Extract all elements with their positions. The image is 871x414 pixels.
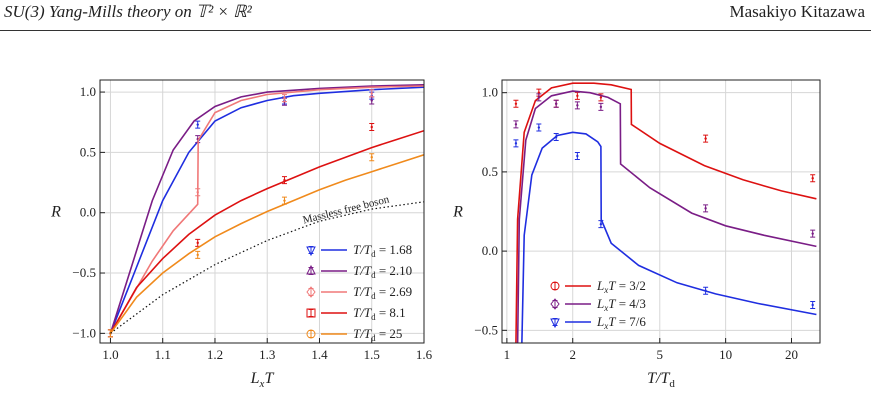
x-tick-label-2: 5 [657, 347, 664, 362]
y-tick-label-4: 1.0 [80, 84, 96, 99]
x-tick-label-1: 2 [569, 347, 576, 362]
data-point-lxt-4-3-5 [704, 207, 707, 210]
legend-marker-t-td-1-68 [306, 246, 316, 257]
legend-marker-t-td-2-10 [306, 264, 316, 275]
legend-label-lxt-7-6: LxT = 7/6 [596, 314, 646, 331]
data-point-lxt-3-2-6 [811, 177, 814, 180]
series-line-t-td-1-68 [109, 86, 424, 334]
data-point-lxt-4-3-4 [599, 105, 603, 109]
data-point-lxt-7-6-3 [576, 154, 579, 158]
data-point-lxt-3-2-5 [704, 137, 707, 140]
y-tick-label-1: −0.5 [72, 265, 96, 280]
data-point-lxt-7-6-6 [811, 303, 814, 307]
x-tick-label-4: 20 [785, 347, 798, 362]
legend-label-t-td-8-1: T/Td = 8.1 [353, 305, 406, 322]
data-point-t-td-2-69-2 [283, 96, 286, 100]
legend-marker-t-td-25 [306, 329, 316, 339]
x-tick-label-5: 1.5 [364, 347, 380, 362]
data-point-t-td-2-10-3 [370, 99, 373, 102]
data-point-t-td-25-3 [370, 156, 373, 159]
data-point-t-td-8-1-2 [283, 178, 286, 182]
legend-marker-lxt-3-2 [550, 281, 560, 291]
series-line-t-td-2-10 [109, 84, 424, 334]
data-point-lxt-4-3-1 [537, 96, 541, 99]
x-tick-label-0: 1 [504, 347, 511, 362]
header-paper-title: SU(3) Yang-Mills theory on 𝕋² × ℝ² [4, 2, 252, 21]
data-point-lxt-3-2-4 [599, 96, 603, 99]
y-axis-label: R [50, 204, 61, 221]
series-line-t-td-8-1 [109, 129, 424, 334]
legend-label-t-td-25: T/Td = 25 [353, 326, 402, 343]
legend-marker-lxt-4-3 [550, 298, 560, 310]
series-line-massless-free-boson [110, 201, 424, 334]
y-tick-label-0: −0.5 [474, 322, 498, 337]
data-point-lxt-4-3-6 [811, 232, 814, 235]
data-point-t-td-2-69-3 [370, 92, 373, 95]
data-point-lxt-7-6-4 [599, 222, 603, 226]
data-point-lxt-3-2-3 [576, 94, 579, 98]
x-tick-label-2: 1.2 [207, 347, 223, 362]
y-tick-label-3: 1.0 [482, 85, 498, 100]
data-point-lxt-4-3-3 [576, 104, 579, 107]
y-axis-label: R [452, 204, 463, 221]
series-line-lxt-3-2 [515, 82, 817, 343]
x-tick-label-1: 1.1 [155, 347, 171, 362]
data-point-lxt-3-2-1 [537, 91, 541, 94]
x-tick-label-3: 1.3 [259, 347, 275, 362]
data-point-t-td-8-1-3 [370, 125, 373, 129]
legend-error-bar-lxt-3-2 [552, 282, 558, 290]
y-tick-label-0: −1.0 [72, 325, 96, 340]
y-tick-label-2: 0.0 [80, 205, 96, 220]
x-tick-label-0: 1.0 [102, 347, 118, 362]
header-author: Masakiyo Kitazawa [729, 2, 865, 21]
legend-marker-lxt-7-6 [550, 318, 560, 329]
x-axis-label: T/Td [647, 370, 675, 390]
data-point-lxt-4-3-0 [514, 123, 518, 126]
header-rule [0, 30, 871, 31]
legend-label-t-td-1-68: T/Td = 1.68 [353, 242, 412, 259]
data-point-lxt-7-6-0 [514, 142, 518, 145]
data-point-t-td-2-69-1 [196, 190, 199, 194]
series-line-t-td-2-69 [109, 85, 424, 334]
data-point-t-td-25-2 [283, 199, 286, 202]
legend-label-t-td-2-10: T/Td = 2.10 [353, 263, 412, 280]
data-point-lxt-7-6-2 [554, 135, 558, 139]
legend-label-lxt-3-2: LxT = 3/2 [596, 278, 646, 295]
plot-data [513, 82, 817, 343]
legend-marker-t-td-2-69 [306, 286, 316, 298]
data-point-lxt-3-2-0 [514, 102, 518, 105]
plot-frame [501, 79, 821, 344]
data-point-lxt-7-6-1 [537, 126, 541, 129]
y-tick-label-2: 0.5 [482, 164, 498, 179]
y-tick-label-1: 0.0 [482, 243, 498, 258]
x-tick-label-3: 10 [719, 347, 732, 362]
x-axis-label: LxT [250, 370, 275, 390]
data-point-lxt-7-6-5 [704, 289, 707, 292]
data-point-lxt-4-3-2 [554, 102, 558, 105]
data-point-t-td-1-68-1 [196, 123, 199, 126]
x-tick-label-6: 1.6 [416, 347, 433, 362]
legend-label-lxt-4-3: LxT = 4/3 [596, 296, 646, 313]
y-tick-label-3: 0.5 [80, 144, 96, 159]
page-header: SU(3) Yang-Mills theory on 𝕋² × ℝ² Masak… [0, 0, 871, 40]
data-point-t-td-8-1-1 [196, 241, 199, 245]
x-tick-label-4: 1.4 [311, 347, 328, 362]
plot-data [107, 84, 424, 338]
series-line-lxt-4-3 [516, 90, 817, 343]
data-point-t-td-25-1 [196, 253, 199, 257]
series-line-t-td-25 [109, 154, 424, 334]
series-line-lxt-7-6 [521, 131, 817, 343]
legend-marker-t-td-8-1 [306, 308, 316, 318]
legend-label-t-td-2-69: T/Td = 2.69 [353, 284, 412, 301]
plot-frame [99, 79, 425, 344]
